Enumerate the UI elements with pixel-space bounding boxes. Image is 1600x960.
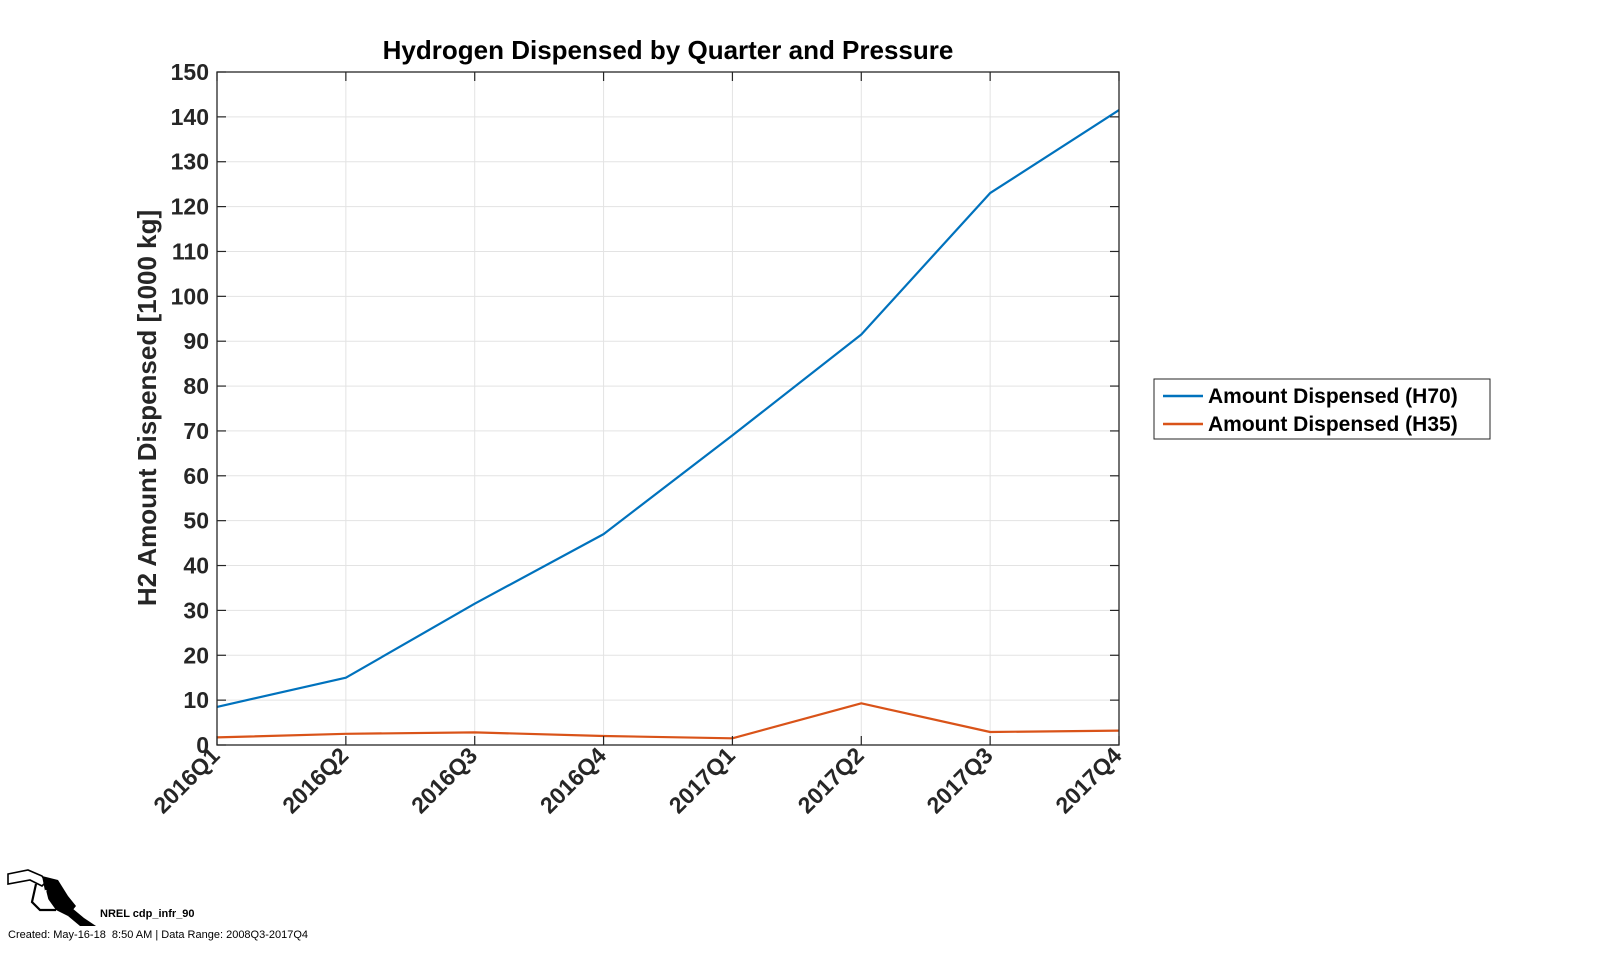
y-axis-ticks: 0 10 20 30 40 50 60 70 80 90 100 110 120 130 140 150 xyxy=(171,59,1119,758)
x-tick-label: 2016Q4 xyxy=(535,742,611,818)
y-tick-label: 140 xyxy=(171,104,209,130)
footer-created-label: Created: May-16-18 8:50 AM | Data Range:… xyxy=(8,929,309,941)
y-axis-label: H2 Amount Dispensed [1000 kg] xyxy=(132,210,162,606)
plot-area-frame xyxy=(216,71,1120,746)
series-line-h35 xyxy=(216,702,1120,740)
x-tick-label: 2016Q3 xyxy=(406,742,482,818)
x-tick-label: 2016Q2 xyxy=(277,742,353,818)
legend: Amount Dispensed (H70) Amount Dispensed (… xyxy=(1153,378,1491,440)
grid-lines xyxy=(216,71,1120,746)
y-tick-label: 20 xyxy=(183,642,209,668)
y-tick-label: 60 xyxy=(183,463,209,489)
fuel-nozzle-icon xyxy=(7,869,96,926)
x-tick-label: 2017Q4 xyxy=(1050,742,1126,818)
y-tick-label: 50 xyxy=(183,508,209,534)
x-tick-label: 2017Q3 xyxy=(921,742,997,818)
x-tick-label: 2017Q2 xyxy=(793,742,869,818)
y-tick-label: 100 xyxy=(171,283,209,309)
x-axis-ticks: 2016Q1 2016Q2 2016Q3 2016Q4 2017Q1 2017Q2 2017… xyxy=(148,72,1127,818)
chart-title: Hydrogen Dispensed by Quarter and Pressu… xyxy=(383,35,954,65)
y-tick-label: 40 xyxy=(183,553,209,579)
y-tick-label: 80 xyxy=(183,373,209,399)
y-tick-label: 30 xyxy=(183,597,209,623)
y-tick-label: 130 xyxy=(171,149,209,175)
x-tick-label: 2016Q1 xyxy=(148,742,224,818)
legend-label: Amount Dispensed (H35) xyxy=(1208,413,1458,436)
y-tick-label: 150 xyxy=(171,59,209,85)
y-tick-label: 110 xyxy=(172,238,209,264)
series-line-h70 xyxy=(216,109,1120,708)
series-lines xyxy=(216,109,1120,740)
legend-label: Amount Dispensed (H70) xyxy=(1208,385,1458,408)
legend-box xyxy=(1153,378,1491,440)
y-tick-label: 70 xyxy=(183,418,209,444)
y-tick-label: 10 xyxy=(183,687,209,713)
y-tick-label: 120 xyxy=(171,194,209,220)
y-tick-label: 0 xyxy=(196,732,209,758)
footer-source-label: NREL cdp_infr_90 xyxy=(100,908,195,920)
x-tick-label: 2017Q1 xyxy=(664,742,740,818)
y-tick-label: 90 xyxy=(183,328,209,354)
